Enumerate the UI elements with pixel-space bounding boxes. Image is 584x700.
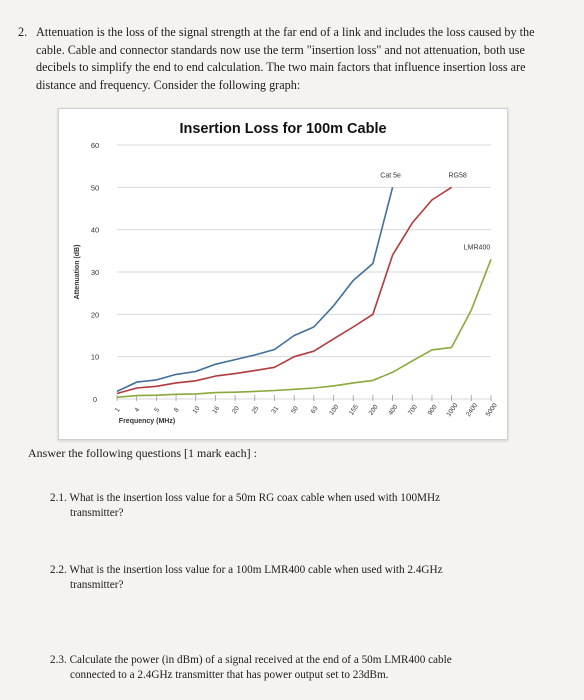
y-tick-label: 60 bbox=[91, 141, 99, 150]
x-axis-label: Frequency (MHz) bbox=[119, 418, 175, 425]
series-line-rg58 bbox=[116, 186, 453, 395]
sub-question-text: What is the insertion loss value for a 5… bbox=[69, 492, 441, 504]
series-label: RG58 bbox=[448, 172, 466, 179]
sub-question-text-cont: transmitter? bbox=[70, 507, 124, 519]
sub-question-text-cont: transmitter? bbox=[70, 579, 124, 591]
x-tick-label: 50 bbox=[290, 405, 300, 415]
y-tick-label: 50 bbox=[91, 183, 99, 192]
x-tick-label: 2400 bbox=[465, 402, 479, 418]
x-tick-label: 4 bbox=[134, 406, 142, 413]
x-tick-label: 155 bbox=[348, 403, 360, 416]
series-label: Cat 5e bbox=[380, 172, 401, 179]
x-tick-label: 10 bbox=[192, 405, 202, 415]
x-tick-label: 5 bbox=[153, 406, 161, 413]
x-tick-label: 1000 bbox=[445, 402, 459, 418]
sub-question-text-cont: connected to a 2.4GHz transmitter that h… bbox=[70, 669, 389, 681]
sub-question-number: 2.2. bbox=[50, 564, 67, 576]
x-tick-label: 700 bbox=[407, 403, 419, 416]
x-tick-label: 31 bbox=[270, 405, 280, 415]
question-2-intro: 2. Attenuation is the loss of the signal… bbox=[18, 24, 558, 94]
sub-question-number: 2.1. bbox=[50, 492, 67, 504]
x-tick-label: 400 bbox=[387, 403, 399, 416]
sub-question-text: Calculate the power (in dBm) of a signal… bbox=[69, 654, 452, 666]
chart-canvas: Insertion Loss for 100m Cable 0 10 20 30 40 50… bbox=[74, 121, 499, 425]
x-tick-label: 8 bbox=[173, 406, 181, 413]
series-line-cat-5e bbox=[116, 187, 394, 393]
x-tick-label: 1 bbox=[114, 406, 122, 413]
x-tick-label: 100 bbox=[328, 403, 340, 416]
y-tick-label: 40 bbox=[91, 226, 99, 235]
x-tick-label: 200 bbox=[368, 403, 380, 416]
sub-question-2-3: 2.3. Calculate the power (in dBm) of a s… bbox=[50, 653, 520, 683]
x-tick-label: 16 bbox=[211, 405, 221, 415]
y-tick-label: 20 bbox=[91, 310, 99, 319]
series-line-lmr400 bbox=[116, 259, 492, 399]
chart-title: Insertion Loss for 100m Cable bbox=[179, 121, 386, 137]
sub-question-number: 2.3. bbox=[50, 654, 67, 666]
x-tick-label: 25 bbox=[251, 405, 261, 415]
insertion-loss-chart: Insertion Loss for 100m Cable 0 10 20 30 40 50… bbox=[58, 108, 508, 440]
question-text: Attenuation is the loss of the signal st… bbox=[36, 25, 535, 92]
y-axis-label: Attenuation (dB) bbox=[74, 245, 81, 300]
x-tick-label: 5000 bbox=[485, 402, 499, 418]
y-tick-label: 30 bbox=[91, 268, 99, 277]
series-label: LMR400 bbox=[464, 244, 491, 251]
y-tick-label: 0 bbox=[93, 395, 97, 404]
sub-question-2-2: 2.2. What is the insertion loss value fo… bbox=[50, 563, 520, 593]
y-tick-label: 10 bbox=[91, 353, 99, 362]
x-tick-label: 900 bbox=[427, 403, 439, 416]
question-number: 2. bbox=[18, 25, 28, 39]
sub-question-text: What is the insertion loss value for a 1… bbox=[69, 564, 443, 576]
x-tick-label: 63 bbox=[310, 405, 320, 415]
sub-question-2-1: 2.1. What is the insertion loss value fo… bbox=[50, 491, 520, 521]
answer-instructions: Answer the following questions [1 mark e… bbox=[28, 446, 257, 460]
x-tick-label: 20 bbox=[231, 405, 241, 415]
